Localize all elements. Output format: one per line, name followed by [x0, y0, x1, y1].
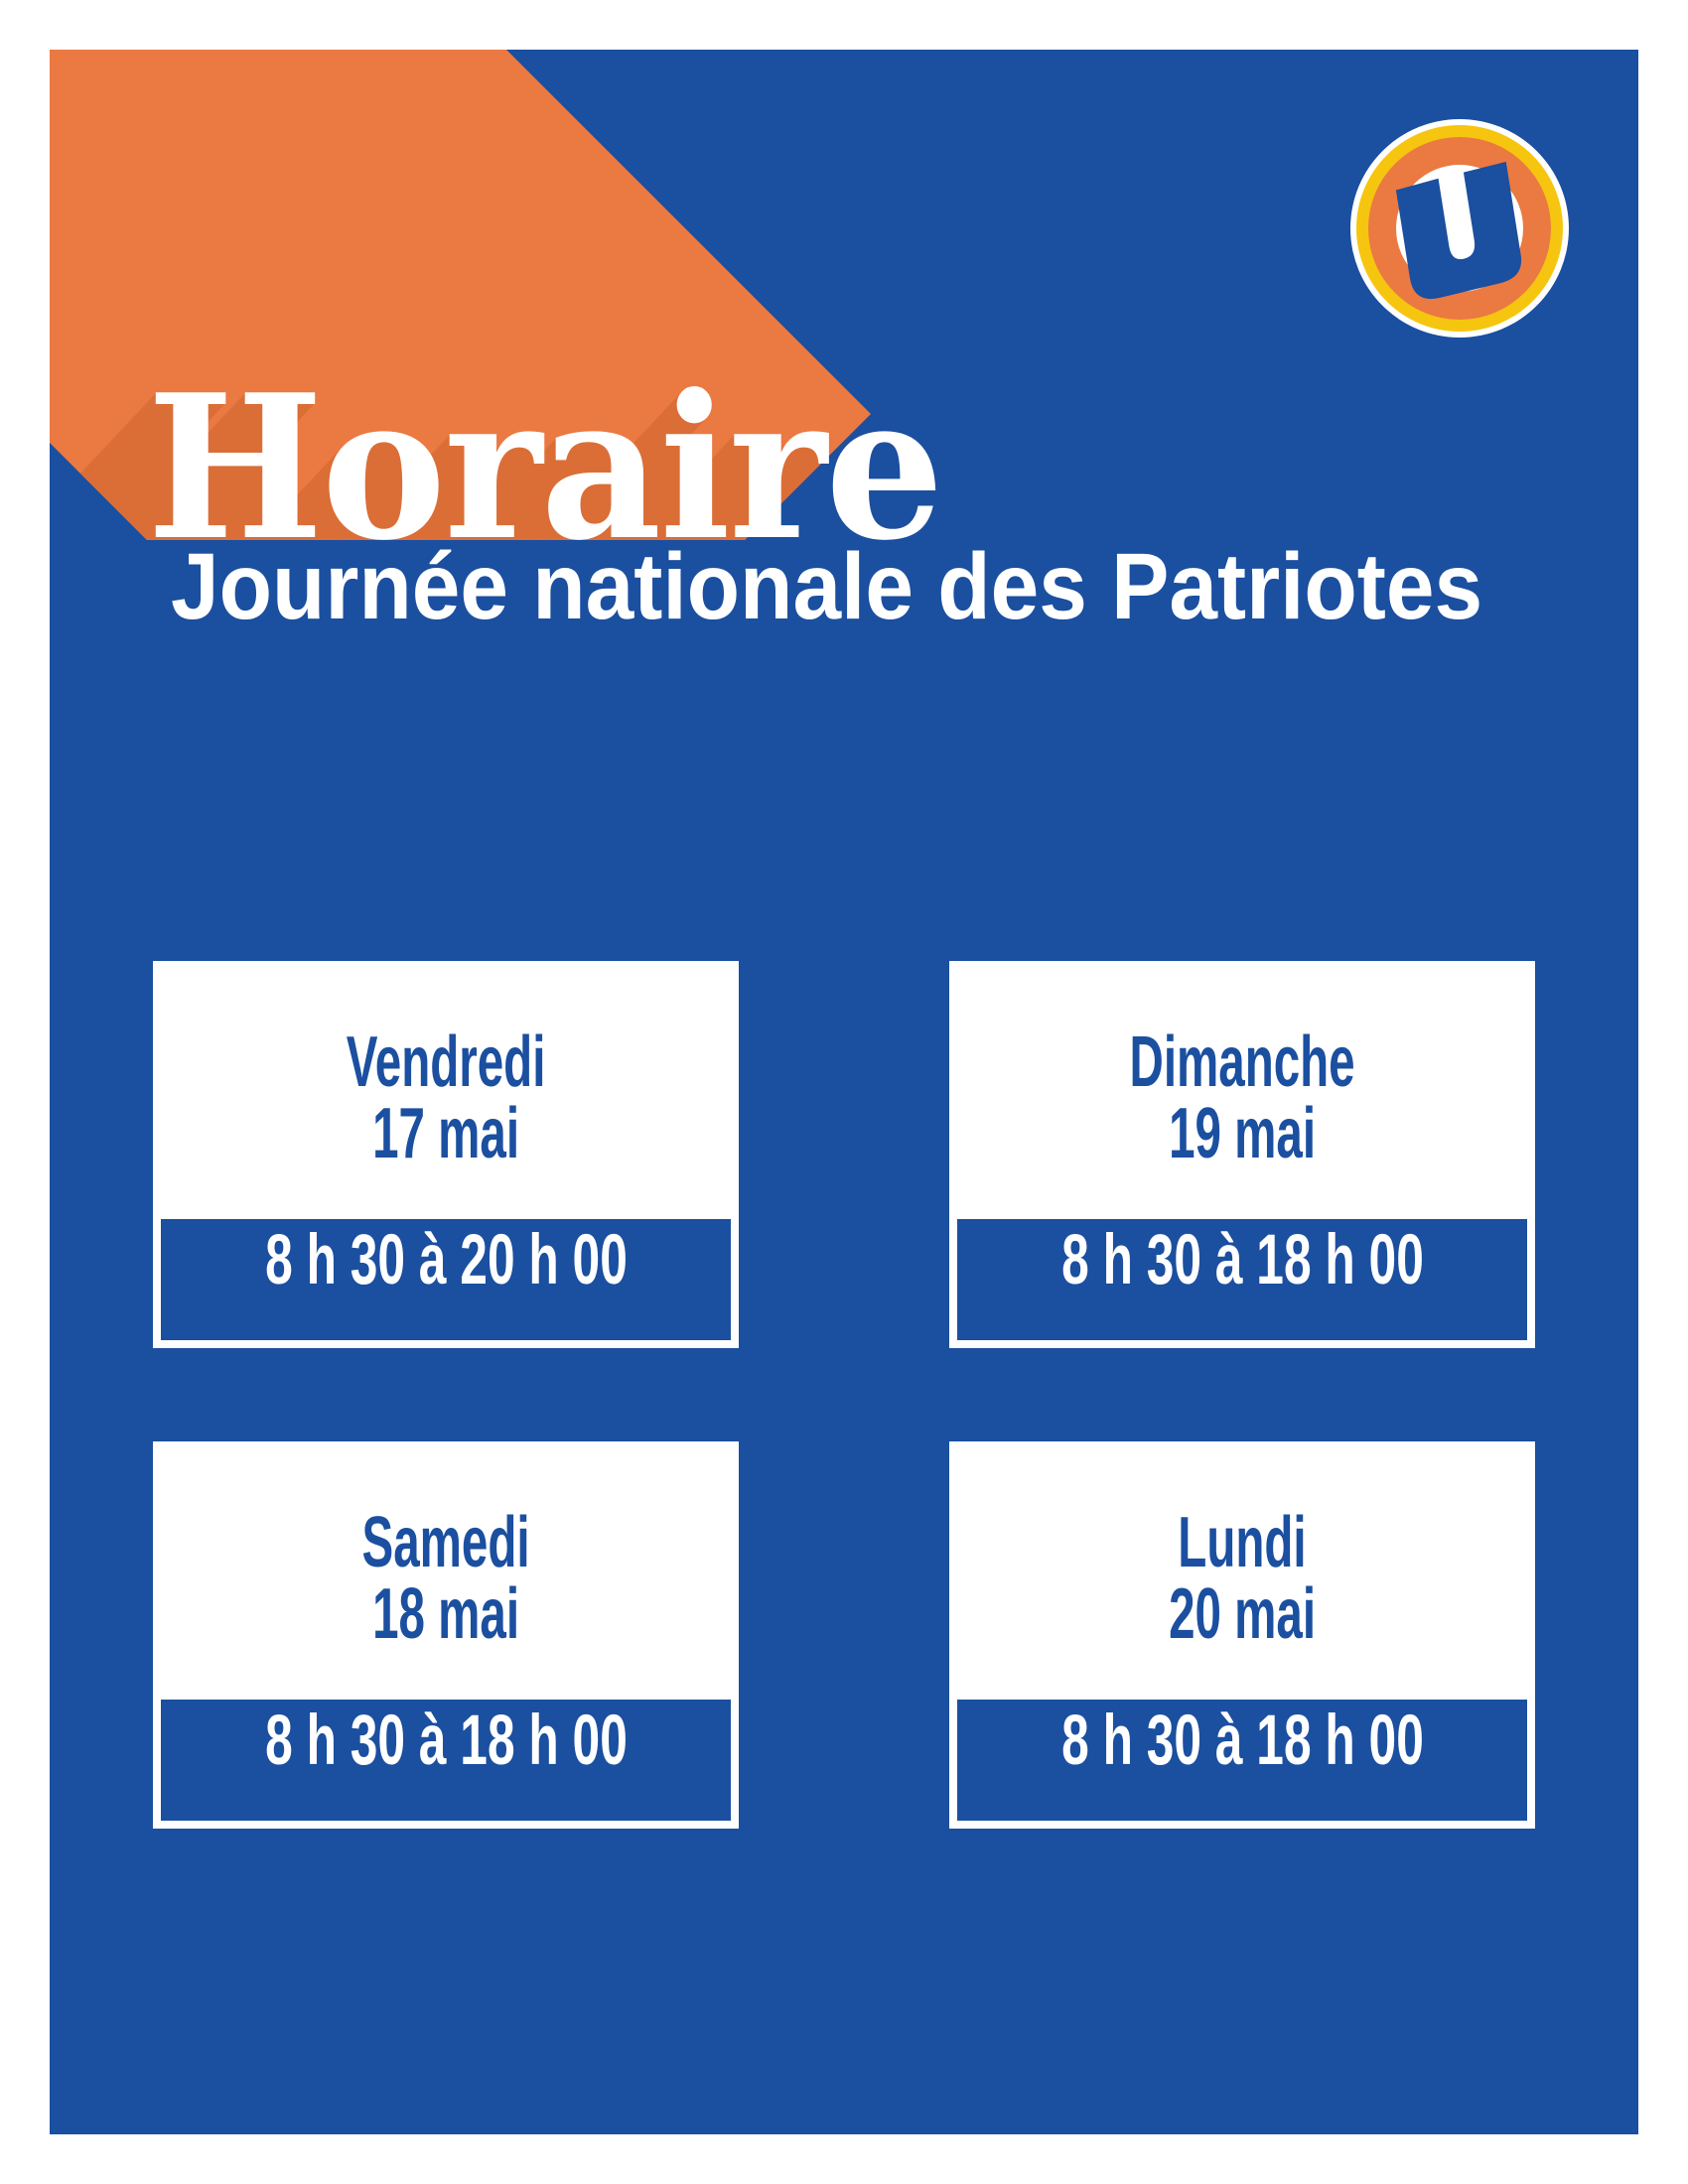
schedule-card: Dimanche 19 mai 8 h 30 à 18 h 00 — [949, 961, 1535, 1348]
card-day-block: Vendredi 17 mai — [153, 961, 739, 1169]
card-hours-bar: 8 h 30 à 18 h 00 — [957, 1219, 1527, 1340]
card-day-block: Lundi 20 mai — [949, 1441, 1535, 1650]
card-day-block: Samedi 18 mai — [153, 1441, 739, 1650]
card-day: Lundi — [949, 1507, 1535, 1578]
schedule-card: Lundi 20 mai 8 h 30 à 18 h 00 — [949, 1441, 1535, 1829]
card-day-label: Dimanche — [1129, 1023, 1355, 1102]
card-date: 17 mai — [153, 1098, 739, 1169]
card-day: Dimanche — [949, 1026, 1535, 1098]
schedule-card: Samedi 18 mai 8 h 30 à 18 h 00 — [153, 1441, 739, 1829]
card-hours-label: 8 h 30 à 18 h 00 — [1060, 1221, 1424, 1299]
poster-title: Horaire — [147, 351, 944, 585]
card-day-label: Lundi — [1178, 1503, 1307, 1582]
card-date-label: 20 mai — [1169, 1574, 1316, 1654]
title-long-shadow: Horaire — [147, 351, 942, 585]
card-date-label: 19 mai — [1169, 1094, 1316, 1173]
card-date: 18 mai — [153, 1578, 739, 1650]
logo-letter-u — [1395, 161, 1522, 300]
poster-panel: Horaire Horaire Journée nationale des Pa… — [50, 50, 1638, 2134]
card-day: Samedi — [153, 1507, 739, 1578]
card-date-label: 18 mai — [372, 1574, 519, 1654]
card-hours-label: 8 h 30 à 20 h 00 — [264, 1221, 628, 1299]
card-hours-label: 8 h 30 à 18 h 00 — [264, 1702, 628, 1780]
card-day: Vendredi — [153, 1026, 739, 1098]
card-date-label: 17 mai — [372, 1094, 519, 1173]
poster-subtitle: Journée nationale des Patriotes — [171, 534, 1483, 639]
card-day-label: Samedi — [361, 1503, 530, 1582]
card-hours-label: 8 h 30 à 18 h 00 — [1060, 1702, 1424, 1780]
schedule-card: Vendredi 17 mai 8 h 30 à 20 h 00 — [153, 961, 739, 1348]
brand-logo-icon — [1350, 119, 1569, 338]
card-hours-bar: 8 h 30 à 20 h 00 — [161, 1219, 731, 1340]
card-hours-bar: 8 h 30 à 18 h 00 — [957, 1700, 1527, 1821]
card-date: 19 mai — [949, 1098, 1535, 1169]
card-day-block: Dimanche 19 mai — [949, 961, 1535, 1169]
card-day-label: Vendredi — [346, 1023, 546, 1102]
card-date: 20 mai — [949, 1578, 1535, 1650]
card-hours-bar: 8 h 30 à 18 h 00 — [161, 1700, 731, 1821]
